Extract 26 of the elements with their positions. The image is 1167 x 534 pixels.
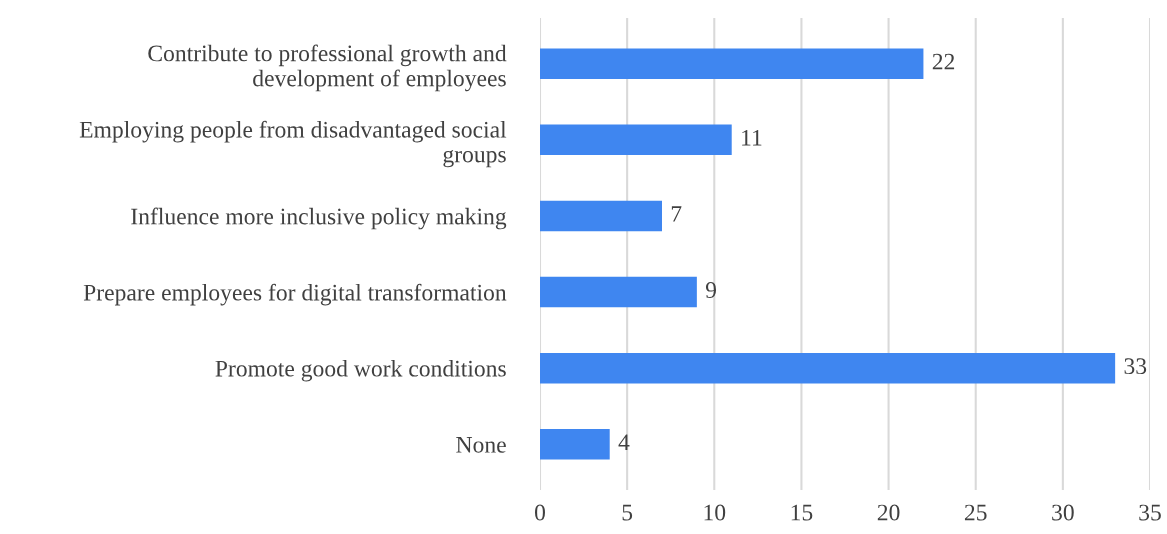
y-tick-label: None xyxy=(456,437,506,453)
data-label: 9 xyxy=(705,282,717,298)
x-tick-label: 35 xyxy=(1139,504,1161,521)
y-tick-label: Influence more inclusive policy making xyxy=(131,207,507,230)
bar xyxy=(540,429,610,460)
data-label: 33 xyxy=(1124,358,1147,375)
data-label: 4 xyxy=(618,434,630,450)
bar xyxy=(540,276,697,308)
bar xyxy=(540,48,924,79)
x-tick-label: 25 xyxy=(964,504,987,521)
x-tick-label: 20 xyxy=(877,504,900,521)
x-tick-label: 10 xyxy=(704,504,726,521)
bar xyxy=(540,352,1116,384)
x-tick-label: 30 xyxy=(1052,504,1074,521)
y-tick-label: Prepare employees for digital transformation xyxy=(83,283,507,306)
x-tick-label: 15 xyxy=(791,504,813,521)
bar xyxy=(540,124,732,156)
bar xyxy=(540,200,662,232)
y-tick-label: Contribute to professional growth and development of employees xyxy=(148,44,507,92)
data-label: 7 xyxy=(671,206,682,222)
y-tick-label: Promote good work conditions xyxy=(215,360,506,382)
x-tick-label: 0 xyxy=(535,504,545,521)
data-label: 22 xyxy=(932,53,955,70)
x-tick-label: 5 xyxy=(622,504,633,521)
y-tick-label: Employing people from disadvantaged social groups xyxy=(79,120,507,168)
data-label: 11 xyxy=(742,129,762,146)
